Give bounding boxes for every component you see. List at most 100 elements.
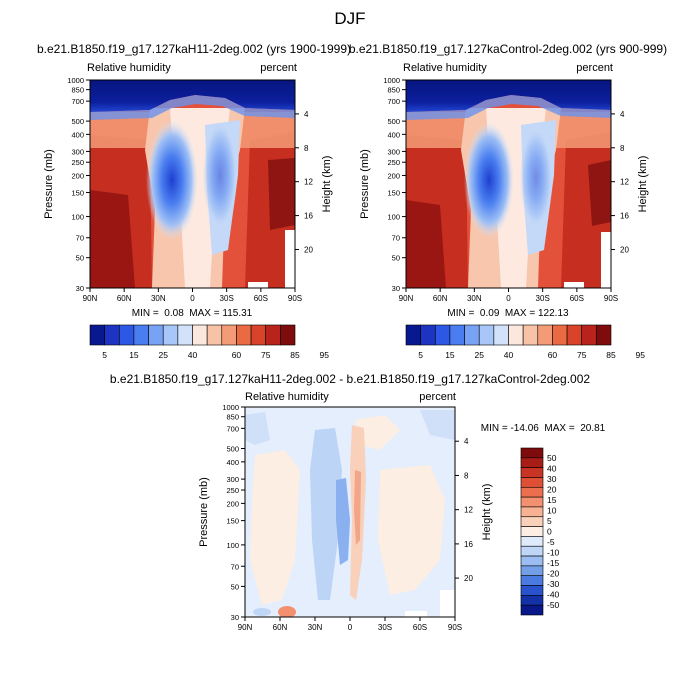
colorbar-label: 40 <box>504 350 514 360</box>
colorbar-label: -50 <box>547 600 560 610</box>
pressure-tick-label: 200 <box>387 171 400 180</box>
colorbar-label: 15 <box>547 495 557 505</box>
colorbar-box <box>133 324 149 346</box>
height-tick-label: 4 <box>620 110 625 119</box>
panel-3-axes: 100085070050040030025020015010070503090N… <box>222 403 473 632</box>
colorbar-label: 40 <box>547 463 557 473</box>
colorbar-box <box>89 324 105 346</box>
colorbar-box <box>250 324 267 346</box>
colorbar-box <box>104 324 120 346</box>
panel-2-field-nh-dry-core <box>464 122 514 238</box>
pressure-tick-label: 70 <box>76 234 84 243</box>
colorbar-box <box>520 516 544 527</box>
colorbar-box <box>449 324 465 346</box>
panel-1-field-tropopause-band <box>90 95 295 120</box>
panel-3-stats: MIN = -14.06 MAX = 20.81 <box>481 423 606 434</box>
pressure-tick-label: 250 <box>71 158 84 167</box>
panel-3-field-missing-a <box>440 590 455 617</box>
latitude-tick-label: 30S <box>220 294 234 303</box>
colorbar-label: 15 <box>129 350 139 360</box>
colorbar-label: 85 <box>290 350 300 360</box>
panel-1-ylabel: Pressure (mb) <box>43 149 55 219</box>
panel-2-axes: 100085070050040030025020015010070503090N… <box>383 76 629 303</box>
colorbar-label: 95 <box>636 350 646 360</box>
pressure-tick-label: 150 <box>71 189 84 198</box>
latitude-tick-label: 90N <box>238 623 253 632</box>
panel-2-colorbar: 5 15 25 40 60 75 85 95 <box>405 324 646 360</box>
panel-2-field-missing-a <box>601 232 611 288</box>
latitude-tick-label: 30S <box>378 623 392 632</box>
colorbar-label: 60 <box>548 350 558 360</box>
figure-title: DJF <box>334 9 365 28</box>
panel-2-left-string: Relative humidity <box>403 62 487 74</box>
pressure-tick-label: 850 <box>71 86 84 95</box>
colorbar-box <box>520 496 544 508</box>
height-tick-label: 4 <box>464 437 469 446</box>
pressure-tick-label: 100 <box>226 541 239 550</box>
latitude-tick-label: 30N <box>151 294 166 303</box>
panel-1-field-sh-saturated <box>268 158 295 230</box>
panel-1-ylabel-right: Height (km) <box>321 156 333 213</box>
colorbar-label: 30 <box>547 474 557 484</box>
panel-2-title: b.e21.B1850.f19_g17.127kaControl-2deg.00… <box>349 42 667 56</box>
panel-3-field-surface-positive <box>278 606 296 617</box>
panel-1-title: b.e21.B1850.f19_g17.127kaH11-2deg.002 (y… <box>37 42 351 56</box>
panel-1-field-sh-dry-core <box>202 120 238 230</box>
pressure-tick-label: 1000 <box>222 403 239 412</box>
panel-1-field-stratosphere <box>90 80 295 112</box>
colorbar-label: 15 <box>445 350 455 360</box>
panel-1-right-string: percent <box>260 62 297 74</box>
panel-1-left-string: Relative humidity <box>87 62 171 74</box>
colorbar-label: -30 <box>547 579 560 589</box>
pressure-tick-label: 400 <box>226 458 239 467</box>
pressure-tick-label: 400 <box>387 130 400 139</box>
panel-3-field-equatorial-negative <box>336 478 350 565</box>
colorbar-label: -40 <box>547 590 560 600</box>
latitude-tick-label: 60S <box>413 623 427 632</box>
colorbar-label: -10 <box>547 548 560 558</box>
colorbar-box <box>552 324 568 346</box>
height-tick-label: 16 <box>304 212 313 221</box>
pressure-tick-label: 150 <box>387 189 400 198</box>
pressure-tick-label: 30 <box>76 284 84 293</box>
panel-3-field-missing-b <box>405 611 427 617</box>
colorbar-box <box>265 324 281 346</box>
pressure-tick-label: 300 <box>226 475 239 484</box>
panel-3-field-surface-negative <box>253 608 271 616</box>
colorbar-label: -15 <box>547 558 560 568</box>
latitude-tick-label: 60S <box>570 294 584 303</box>
panel-3-ylabel: Pressure (mb) <box>198 477 210 547</box>
panel-3-field-upper-negative-b <box>420 410 455 440</box>
pressure-tick-label: 50 <box>76 254 84 263</box>
colorbar-box <box>221 324 237 346</box>
height-tick-label: 4 <box>304 110 309 119</box>
pressure-tick-label: 300 <box>387 147 400 156</box>
colorbar-box <box>520 565 544 577</box>
colorbar-box <box>520 555 544 567</box>
pressure-tick-label: 50 <box>392 254 400 263</box>
pressure-tick-label: 1000 <box>67 76 84 85</box>
panel-2-ylabel: Pressure (mb) <box>359 149 371 219</box>
panel-1-field-nh-saturated <box>90 190 135 288</box>
colorbar-box <box>520 447 544 459</box>
colorbar-box <box>434 324 451 346</box>
pressure-tick-label: 200 <box>226 499 239 508</box>
panel-2-field-stratosphere <box>406 80 611 112</box>
latitude-tick-label: 90N <box>83 294 98 303</box>
pressure-tick-label: 850 <box>226 413 239 422</box>
colorbar-box <box>520 595 544 606</box>
panel-1-field-missing-b <box>248 282 268 288</box>
panel-3-left-string: Relative humidity <box>245 391 329 403</box>
height-tick-label: 20 <box>620 245 629 254</box>
panel-2-stats: MIN = 0.09 MAX = 122.13 <box>447 308 569 319</box>
colorbar-label: 5 <box>418 350 423 360</box>
latitude-tick-label: 90S <box>448 623 462 632</box>
colorbar-label: 25 <box>474 350 484 360</box>
height-tick-label: 20 <box>304 245 313 254</box>
colorbar-label: 50 <box>547 453 557 463</box>
pressure-tick-label: 500 <box>226 445 239 454</box>
colorbar-box <box>493 324 509 346</box>
height-tick-label: 20 <box>464 574 473 583</box>
latitude-tick-label: 0 <box>190 294 195 303</box>
